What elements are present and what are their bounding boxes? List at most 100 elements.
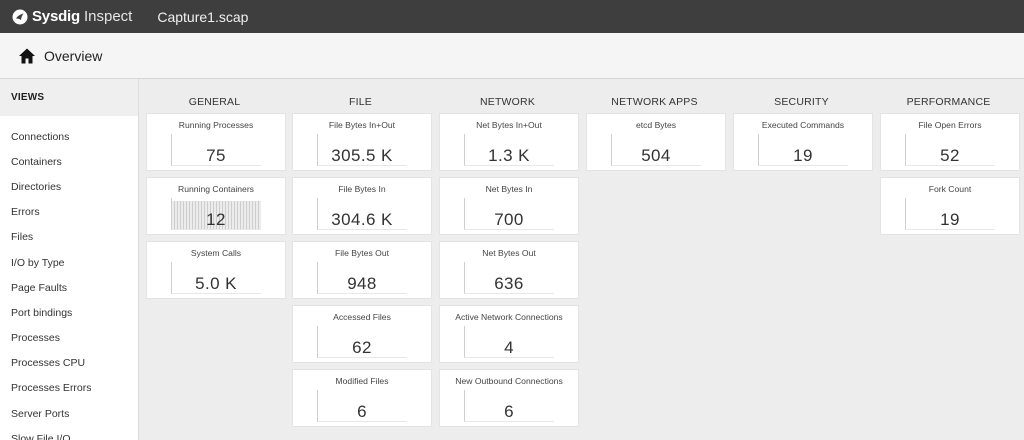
app-brand: Sysdig xyxy=(32,8,80,25)
tile-label: File Bytes Out xyxy=(335,248,389,258)
sparkline xyxy=(171,198,261,230)
tile-file-bytes-in[interactable]: File Bytes In 304.6 K xyxy=(292,177,432,235)
sidebar-item-page-faults[interactable]: Page Faults xyxy=(11,281,68,294)
sparkline xyxy=(758,134,848,166)
tile-value: 62 xyxy=(352,338,372,357)
tile-running-containers[interactable]: Running Containers 12 xyxy=(146,177,286,235)
sparkline xyxy=(611,134,701,166)
sidebar-item-containers[interactable]: Containers xyxy=(11,155,62,168)
tile-value: 6 xyxy=(504,402,514,421)
column-title-file: FILE xyxy=(349,96,372,108)
tile-file-bytes-in-out[interactable]: File Bytes In+Out 305.5 K xyxy=(292,113,432,171)
tile-new-outbound-connections[interactable]: New Outbound Connections 6 xyxy=(439,369,579,427)
column-title-security: SECURITY xyxy=(774,96,829,108)
tile-label: Executed Commands xyxy=(761,120,845,130)
page-title: Overview xyxy=(44,47,103,64)
tile-value: 6 xyxy=(357,402,367,421)
sparkline xyxy=(464,262,554,294)
tile-net-bytes-in[interactable]: Net Bytes In 700 xyxy=(439,177,579,235)
tile-active-network-connections[interactable]: Active Network Connections 4 xyxy=(439,305,579,363)
tile-value: 19 xyxy=(793,146,813,165)
sparkline xyxy=(464,390,554,422)
tile-value: 4 xyxy=(504,338,514,357)
tile-label: Fork Count xyxy=(928,184,972,194)
tile-file-open-errors[interactable]: File Open Errors 52 xyxy=(880,113,1020,171)
tile-fork-count[interactable]: Fork Count 19 xyxy=(880,177,1020,235)
overview-dashboard: GENERAL Running Processes 75 Running Con… xyxy=(140,79,1024,440)
column-title-network-apps: NETWORK APPS xyxy=(611,96,698,108)
tile-etcd-bytes[interactable]: etcd Bytes 504 xyxy=(586,113,726,171)
tile-executed-commands[interactable]: Executed Commands 19 xyxy=(733,113,873,171)
tile-value: 5.0 K xyxy=(195,274,237,293)
sysdig-logo-icon xyxy=(12,9,28,24)
tile-label: File Bytes In+Out xyxy=(328,120,396,130)
tile-label: etcd Bytes xyxy=(635,120,677,130)
tile-label: Accessed Files xyxy=(333,312,391,322)
tile-accessed-files[interactable]: Accessed Files 62 xyxy=(292,305,432,363)
sparkline xyxy=(171,134,261,166)
column-general: GENERAL Running Processes 75 Running Con… xyxy=(141,79,288,305)
sparkline xyxy=(317,390,407,422)
tile-label: File Bytes In xyxy=(338,184,386,194)
tile-label: Net Bytes In+Out xyxy=(476,120,542,130)
sparkline xyxy=(464,326,554,358)
tile-label: Modified Files xyxy=(335,376,389,386)
tile-file-bytes-out[interactable]: File Bytes Out 948 xyxy=(292,241,432,299)
tile-value: 19 xyxy=(940,210,960,229)
sidebar-item-port-bindings[interactable]: Port bindings xyxy=(11,306,73,319)
tile-system-calls[interactable]: System Calls 5.0 K xyxy=(146,241,286,299)
capture-file-name: Capture1.scap xyxy=(157,8,249,25)
sparkline xyxy=(905,198,995,230)
sparkline xyxy=(317,134,407,166)
sidebar-item-processes-cpu[interactable]: Processes CPU xyxy=(11,357,86,370)
tile-running-processes[interactable]: Running Processes 75 xyxy=(146,113,286,171)
tile-modified-files[interactable]: Modified Files 6 xyxy=(292,369,432,427)
sidebar-item-directories[interactable]: Directories xyxy=(11,180,62,193)
column-title-general: GENERAL xyxy=(188,96,241,108)
sidebar-item-files[interactable]: Files xyxy=(11,231,34,244)
column-security: SECURITY Executed Commands 19 xyxy=(728,79,875,177)
tile-value: 75 xyxy=(206,146,226,165)
tile-label: File Open Errors xyxy=(918,120,982,130)
sidebar-item-connections[interactable]: Connections xyxy=(11,130,70,143)
column-title-performance: PERFORMANCE xyxy=(906,96,991,108)
sparkline xyxy=(171,262,261,294)
column-network: NETWORK Net Bytes In+Out 1.3 K Net Bytes… xyxy=(434,79,581,433)
sparkline xyxy=(464,134,554,166)
sidebar-item-processes-errors[interactable]: Processes Errors xyxy=(11,382,92,395)
tile-net-bytes-in-out[interactable]: Net Bytes In+Out 1.3 K xyxy=(439,113,579,171)
top-bar: Sysdig Inspect Capture1.scap xyxy=(0,0,1024,33)
column-title-network: NETWORK xyxy=(479,96,536,108)
sparkline xyxy=(905,134,995,166)
tile-net-bytes-out[interactable]: Net Bytes Out 636 xyxy=(439,241,579,299)
tile-value: 504 xyxy=(641,146,671,165)
page-header: Overview xyxy=(0,33,1024,79)
sidebar-heading: VIEWS xyxy=(0,79,138,116)
tile-value: 304.6 K xyxy=(331,210,393,229)
sidebar-item-errors[interactable]: Errors xyxy=(11,206,40,219)
app-product: Inspect xyxy=(83,8,133,25)
tile-label: Running Containers xyxy=(178,184,254,194)
views-sidebar: VIEWS Connections Containers Directories… xyxy=(0,79,139,440)
tile-value: 305.5 K xyxy=(331,146,393,165)
sidebar-item-slow-file-io[interactable]: Slow File I/O xyxy=(11,432,71,440)
sparkline-fill xyxy=(171,201,261,230)
sidebar-item-server-ports[interactable]: Server Ports xyxy=(11,407,70,420)
tile-label: System Calls xyxy=(190,248,242,258)
column-performance: PERFORMANCE File Open Errors 52 Fork Cou… xyxy=(875,79,1022,241)
home-icon[interactable] xyxy=(18,47,36,65)
sidebar-item-processes[interactable]: Processes xyxy=(11,332,61,345)
tile-label: Net Bytes Out xyxy=(482,248,536,258)
tile-label: Net Bytes In xyxy=(485,184,533,194)
tile-value: 52 xyxy=(940,146,960,165)
views-list: Connections Containers Directories Error… xyxy=(0,124,138,440)
tile-value: 636 xyxy=(494,274,524,293)
column-file: FILE File Bytes In+Out 305.5 K File Byte… xyxy=(287,79,434,433)
app-logo[interactable]: Sysdig Inspect xyxy=(12,8,132,25)
sparkline xyxy=(317,326,407,358)
sparkline xyxy=(317,198,407,230)
tile-value: 700 xyxy=(494,210,524,229)
sparkline xyxy=(317,262,407,294)
sidebar-item-io-by-type[interactable]: I/O by Type xyxy=(11,256,65,269)
tile-value: 948 xyxy=(347,274,377,293)
